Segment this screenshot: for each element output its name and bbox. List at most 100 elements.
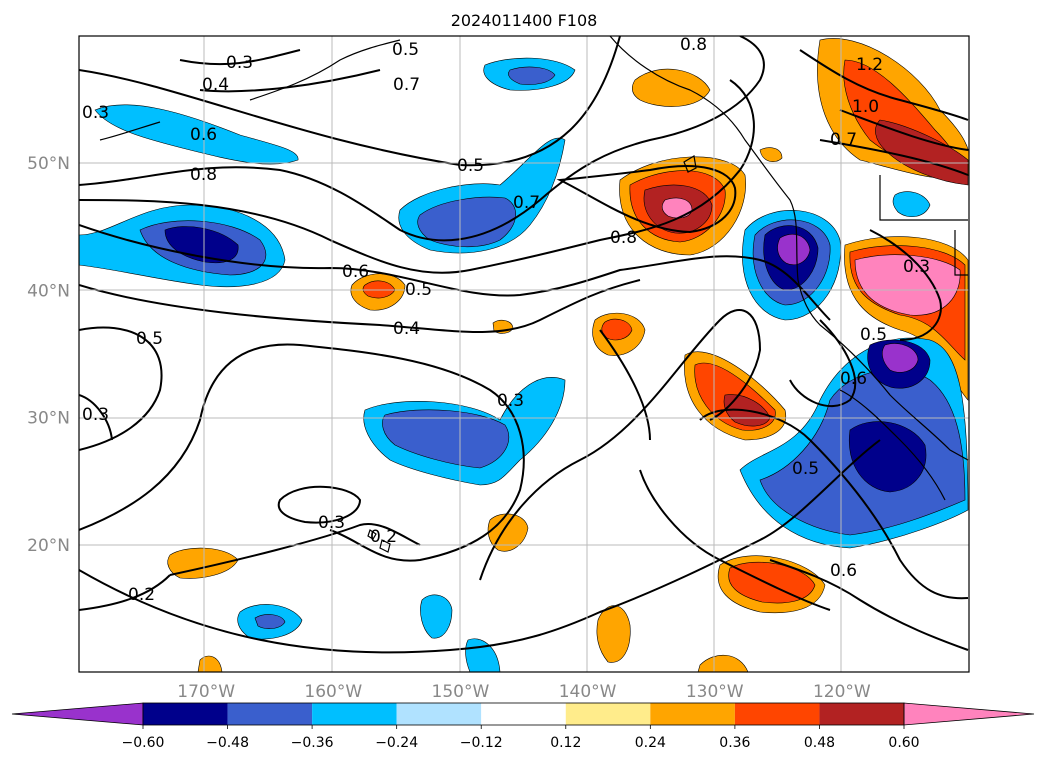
anomaly-patch — [631, 68, 711, 107]
coastline — [839, 389, 946, 501]
contour-label: 0.3 — [226, 53, 253, 73]
map-frame — [78, 35, 970, 673]
map-panel: 0.3 0.4 0.5 0.6 0.8 0.7 0.5 0.7 0.8 0.6 … — [79, 35, 969, 672]
colorbar-bin — [819, 703, 904, 725]
contour-label: 0.3 — [903, 257, 930, 277]
gridlines — [79, 36, 969, 672]
colorbar-tick-label: 0.36 — [719, 735, 750, 751]
contour-label: 0.6 — [342, 262, 369, 282]
coastline — [683, 155, 697, 173]
contour-label: 0.8 — [610, 228, 637, 248]
longitude-tick-label: 170°W — [177, 682, 235, 702]
colorbar-extend-high — [903, 702, 1035, 726]
contour-line — [79, 343, 525, 562]
latitude-tick-label: 20°N — [27, 536, 70, 556]
anomaly-patch — [892, 191, 931, 218]
contour-line — [799, 49, 969, 121]
contour-line — [79, 224, 831, 321]
contour-line — [556, 165, 737, 234]
anomaly-patch — [875, 119, 969, 186]
latitude-tick-label: 30°N — [27, 409, 70, 429]
contour-label: 0.6 — [190, 125, 217, 145]
anomaly-patch — [254, 614, 286, 629]
contour-label: 0.2 — [128, 585, 155, 605]
colorbar-tick-label: −0.12 — [460, 735, 503, 751]
contour-line — [599, 329, 651, 441]
anomaly-patch — [420, 594, 453, 639]
coastline — [879, 175, 968, 221]
contour-label: 0.3 — [497, 391, 524, 411]
anomaly-patch — [777, 234, 811, 266]
contour-label: 0.3 — [82, 103, 109, 123]
contour-label: 0.5 — [457, 156, 484, 176]
contour-line — [79, 279, 641, 333]
anomaly-patch — [759, 147, 783, 163]
anomaly-patch — [601, 318, 633, 341]
contour-label: 0.8 — [190, 165, 217, 185]
contour-label: 0.8 — [680, 35, 707, 55]
coastlines — [99, 36, 969, 553]
contour-label: 0.5 — [405, 280, 432, 300]
contour-label: 0.5 — [136, 329, 163, 349]
longitude-tick-label: 120°W — [813, 682, 871, 702]
latitude-tick-label: 50°N — [27, 154, 70, 174]
anomaly-patch — [94, 104, 299, 165]
anomaly-patch — [382, 409, 510, 469]
colorbar-bin — [227, 703, 313, 725]
contour-label: 1.0 — [852, 97, 879, 117]
contour-line — [79, 394, 113, 441]
colorbar-extend-low — [11, 702, 144, 726]
longitude-tick-labels: 170°W 160°W 150°W 140°W 130°W 120°W — [177, 682, 871, 702]
anomaly-patch — [881, 343, 919, 373]
contour-label: 0.5 — [860, 325, 887, 345]
contour-line — [769, 559, 969, 651]
contour-line — [789, 319, 857, 407]
contour-label: 0.7 — [393, 75, 420, 95]
colorbar-tick-label: −0.60 — [122, 735, 165, 751]
contour-label: 0.7 — [513, 193, 540, 213]
contour-line — [79, 36, 621, 167]
colorbar-bin — [565, 703, 651, 725]
anomaly-patch — [848, 421, 927, 493]
contour-line — [179, 49, 301, 66]
contour-line — [79, 326, 163, 451]
contour-line — [869, 229, 942, 341]
contour-label: 0.7 — [830, 130, 857, 150]
contour-label: 0.6 — [840, 369, 867, 389]
colorbar: −0.60 −0.48 −0.36 −0.24 −0.12 0.12 0.24 0.36 0.4… — [11, 702, 1035, 751]
map-title: 2024011400 F108 — [451, 11, 598, 30]
contour-line — [819, 139, 969, 176]
contour-label: 0.6 — [830, 561, 857, 581]
colorbar-tick-label: 0.48 — [804, 735, 835, 751]
contour-labels: 0.3 0.4 0.5 0.6 0.8 0.7 0.5 0.7 0.8 0.6 … — [82, 35, 930, 605]
contour-label: 0.4 — [393, 319, 420, 339]
colorbar-tick-label: 0.24 — [635, 735, 666, 751]
contour-label: 0.4 — [202, 75, 229, 95]
coastline — [367, 529, 377, 540]
contour-label: 1.2 — [856, 55, 883, 75]
coastline — [379, 539, 391, 553]
anomaly-patch — [661, 197, 693, 219]
contour-line — [839, 109, 969, 151]
coastline — [99, 121, 161, 141]
colorbar-tick-label: −0.48 — [206, 735, 249, 751]
colorbar-tick-label: −0.36 — [291, 735, 334, 751]
colorbar-bin — [481, 703, 566, 725]
colorbar-bin — [312, 703, 397, 725]
contour-line — [277, 485, 362, 524]
longitude-tick-label: 150°W — [432, 682, 490, 702]
colorbar-tick-label: 0.60 — [888, 735, 919, 751]
latitude-tick-label: 40°N — [27, 281, 70, 301]
contour-line — [79, 439, 881, 654]
coastline — [249, 39, 401, 101]
colorbar-bin — [143, 703, 228, 725]
colorbar-bin — [650, 703, 735, 725]
latitude-tick-labels: 50°N 40°N 30°N 20°N — [27, 154, 70, 556]
contour-label: 0.3 — [318, 513, 345, 533]
longitude-tick-label: 140°W — [559, 682, 617, 702]
contour-label: 0.3 — [82, 405, 109, 425]
contour-line — [169, 523, 421, 576]
coastline — [954, 230, 968, 276]
anomaly-patch — [508, 66, 556, 85]
